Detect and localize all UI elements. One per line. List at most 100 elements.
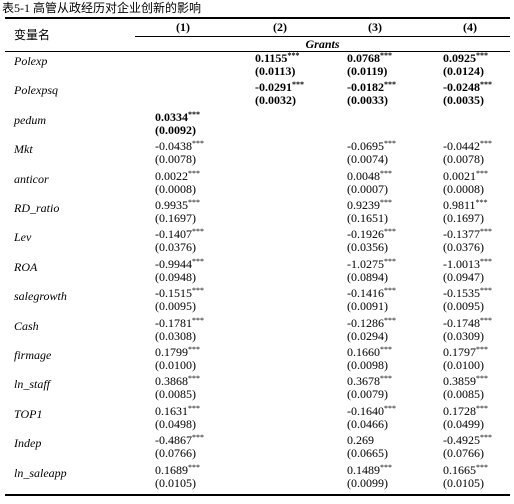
variable-name: anticor bbox=[14, 171, 49, 186]
standard-error: (0.0098) bbox=[347, 358, 388, 372]
standard-error: (0.0008) bbox=[155, 181, 196, 196]
coefficient: -0.0248*** bbox=[443, 81, 514, 94]
coefficient: 0.0021*** bbox=[443, 169, 514, 183]
standard-error: (0.0766) bbox=[155, 446, 196, 461]
standard-error: (0.0079) bbox=[347, 387, 388, 402]
coefficient: -0.0291*** bbox=[255, 81, 375, 94]
standard-error: (0.0091) bbox=[347, 299, 388, 314]
dependent-variable-label: Grants bbox=[305, 37, 340, 51]
significance-stars: *** bbox=[380, 168, 392, 178]
coefficient-value: 0.1797 bbox=[443, 345, 476, 359]
standard-error: (0.0095) bbox=[443, 299, 484, 314]
coefficient-value: -0.1407 bbox=[155, 227, 192, 242]
estimate-cell: 0.1728*** (0.0499) bbox=[443, 404, 514, 431]
estimate-cell: 0.0022*** (0.0008) bbox=[155, 169, 275, 196]
table-row: Polexpsq -0.0291*** (0.0032) -0.0182*** (0.0… bbox=[0, 81, 514, 110]
estimate-cell: -1.0275*** (0.0894) bbox=[347, 256, 467, 284]
coefficient: -0.0182*** bbox=[347, 81, 467, 94]
estimate-cell: -0.4867*** (0.0766) bbox=[155, 434, 275, 460]
estimate-cell: 0.269 (0.0665) bbox=[347, 434, 467, 460]
estimate-cell: -0.1640*** (0.0466) bbox=[347, 403, 467, 431]
table-row: salegrowth -0.1515*** (0.0095) -0.1416*** (0… bbox=[0, 287, 514, 316]
significance-stars: *** bbox=[380, 345, 392, 354]
estimate-cell: -0.0182*** (0.0033) bbox=[347, 81, 467, 107]
coefficient-value: 0.9935 bbox=[155, 198, 188, 212]
coefficient: -0.0442*** bbox=[443, 140, 514, 153]
coefficient: 0.1665*** bbox=[443, 463, 514, 477]
coefficient: -0.1416*** bbox=[347, 287, 467, 300]
standard-error: (0.0466) bbox=[347, 416, 388, 431]
variable-name: pedum bbox=[14, 112, 46, 127]
variable-header: 变量名 bbox=[14, 28, 51, 42]
coefficient: -0.1407*** bbox=[155, 228, 275, 241]
coefficient-value: -1.0013 bbox=[443, 256, 480, 271]
significance-stars: *** bbox=[384, 315, 396, 325]
estimate-cell: 0.9935*** (0.1697) bbox=[155, 199, 275, 225]
table-row: Mkt -0.0438*** (0.0078) -0.0695*** (0.0074) -… bbox=[0, 140, 514, 169]
coefficient-value: 0.0048 bbox=[347, 168, 380, 183]
significance-stars: *** bbox=[192, 286, 204, 296]
coefficient-value: 0.3859 bbox=[443, 374, 476, 389]
coefficient: 0.1489*** bbox=[347, 462, 467, 477]
coefficient: -0.0438*** bbox=[155, 140, 275, 153]
estimate-cell: 0.1665*** (0.0105) bbox=[443, 463, 514, 490]
coefficient-value: 0.1799 bbox=[155, 345, 188, 359]
significance-stars: *** bbox=[188, 403, 200, 413]
coefficient: 0.1631*** bbox=[155, 403, 275, 418]
table-row: ln_staff 0.3868*** (0.0085) 0.3678*** (0.007… bbox=[0, 375, 514, 404]
coefficient: -0.1286*** bbox=[347, 315, 467, 330]
coefficient-value: -0.0182 bbox=[347, 80, 384, 95]
table-row: anticor 0.0022*** (0.0008) 0.0048*** (0.0007… bbox=[0, 168, 514, 199]
coefficient: 0.1799*** bbox=[155, 346, 275, 359]
variable-name: TOP1 bbox=[14, 406, 43, 421]
coefficient-value: -0.1416 bbox=[347, 286, 384, 301]
significance-stars: *** bbox=[188, 109, 200, 119]
estimate-cell: 0.9811*** (0.1697) bbox=[443, 199, 514, 225]
header-bottom-rule bbox=[5, 51, 510, 52]
standard-error: (0.0308) bbox=[155, 328, 196, 343]
estimate-cell: 0.1489*** (0.0099) bbox=[347, 462, 467, 490]
variable-name: salegrowth bbox=[14, 289, 67, 304]
significance-stars: *** bbox=[480, 256, 492, 266]
column-header-4: (4) bbox=[463, 20, 477, 34]
standard-error: (0.0119) bbox=[347, 64, 388, 78]
coefficient-value: 0.0925 bbox=[443, 51, 476, 65]
table-row: pedum 0.0334*** (0.0092) bbox=[0, 109, 514, 140]
table-row: firmage 0.1799*** (0.0100) 0.1660*** (0.0098… bbox=[0, 346, 514, 375]
coefficient-value: -0.1748 bbox=[443, 315, 480, 330]
significance-stars: *** bbox=[384, 139, 396, 149]
estimate-cell: 0.0768*** (0.0119) bbox=[347, 52, 467, 78]
significance-stars: *** bbox=[192, 315, 204, 325]
standard-error: (0.0099) bbox=[347, 475, 388, 490]
estimate-cell: 0.0334*** (0.0092) bbox=[155, 109, 275, 137]
top-rule bbox=[5, 17, 510, 19]
estimate-cell: -0.1416*** (0.0091) bbox=[347, 287, 467, 313]
estimate-cell: -0.1377*** (0.0376) bbox=[443, 228, 514, 254]
significance-stars: *** bbox=[384, 403, 396, 413]
table-row: TOP1 0.1631*** (0.0498) -0.1640*** (0.0466) 0… bbox=[0, 403, 514, 434]
standard-error: (0.0007) bbox=[347, 181, 388, 196]
estimate-cell: -0.0442*** (0.0078) bbox=[443, 140, 514, 166]
coefficient-value: -0.1286 bbox=[347, 315, 384, 330]
coefficient-value: 0.1155 bbox=[255, 51, 288, 65]
coefficient-value: 0.9239 bbox=[347, 198, 380, 212]
standard-error: (0.0085) bbox=[443, 387, 484, 402]
coefficient: 0.0022*** bbox=[155, 169, 275, 183]
significance-stars: *** bbox=[476, 374, 488, 384]
estimate-cell: 0.1155*** (0.0113) bbox=[255, 52, 375, 78]
coefficient: -1.0275*** bbox=[347, 256, 467, 271]
coefficient: -0.1748*** bbox=[443, 315, 514, 330]
coefficient-value: -0.0291 bbox=[255, 80, 292, 95]
coefficient-value: 0.1489 bbox=[347, 462, 380, 477]
coefficient: 0.9935*** bbox=[155, 199, 275, 212]
estimate-cell: -0.4925*** (0.0766) bbox=[443, 434, 514, 460]
standard-error: (0.0078) bbox=[443, 152, 484, 167]
coefficient: -0.4867*** bbox=[155, 434, 275, 447]
estimate-cell: 0.1797*** (0.0100) bbox=[443, 346, 514, 372]
significance-stars: *** bbox=[384, 256, 396, 266]
estimate-cell: -1.0013*** (0.0947) bbox=[443, 256, 514, 284]
column-header-3: (3) bbox=[368, 20, 382, 34]
significance-stars: *** bbox=[188, 462, 200, 472]
significance-stars: *** bbox=[188, 198, 200, 207]
standard-error: (0.0008) bbox=[443, 181, 484, 196]
